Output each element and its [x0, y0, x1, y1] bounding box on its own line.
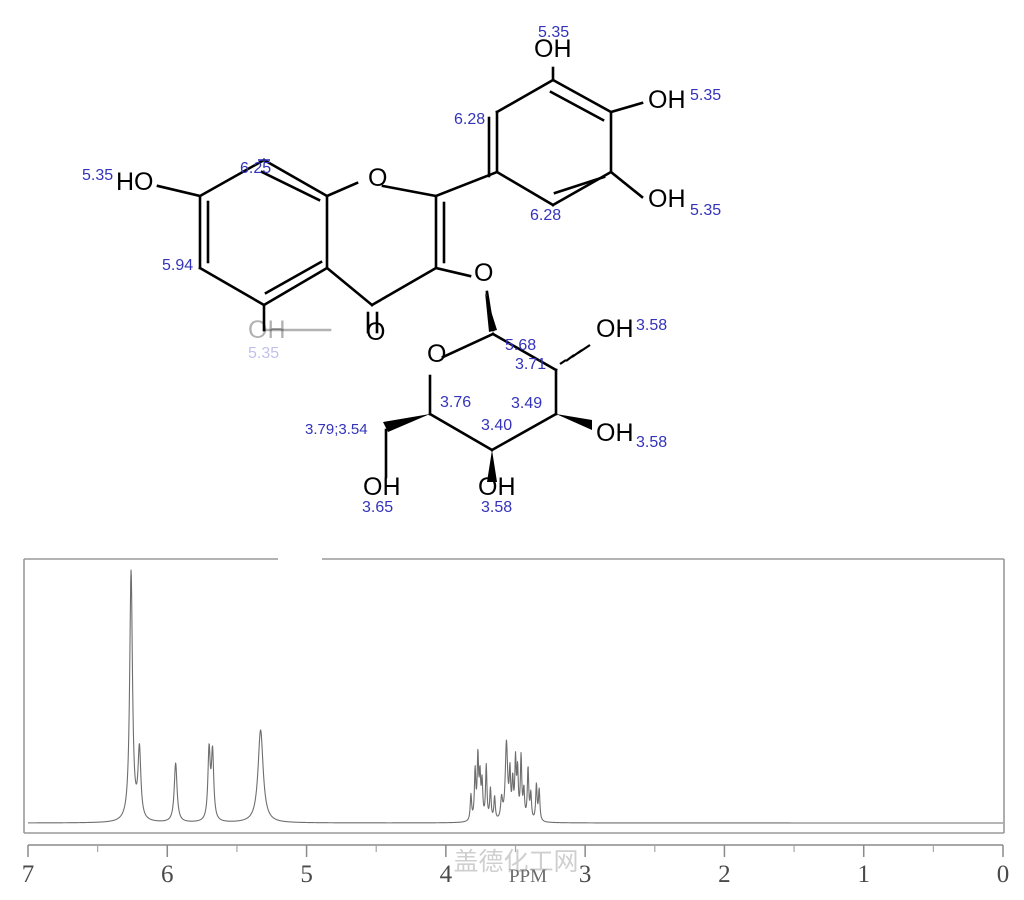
shift-label-shift-oh-4prime: 5.35	[538, 24, 569, 41]
ppm-axis: 7 6 5 4 3 2 1 0	[22, 844, 1010, 888]
axis-tick-label: 4	[440, 861, 453, 888]
shift-label-shift-oh-5: 5.35	[248, 345, 279, 362]
shift-label-shift-oh-5prime: 5.35	[690, 202, 721, 219]
pyranose-sugar-ring	[383, 332, 592, 482]
shift-label-shift-h6prime: 6.28	[530, 207, 561, 224]
atom-label-oh-b5prime: OH	[648, 185, 686, 213]
atom-label-oh-a5-faded: OH	[248, 316, 286, 344]
spectrum-trace-path	[27, 569, 1004, 824]
atom-label-oh-sugar-c4: OH	[478, 473, 516, 501]
shift-label-shift-sugar-h4: 3.40	[481, 417, 512, 434]
shift-label-shift-sugar-h6ab: 3.79;3.54	[305, 421, 368, 438]
axis-tick-label: 6	[161, 861, 174, 888]
atom-label-o-glycosidic: O	[474, 259, 493, 287]
atom-label-ho-a-ring: HO	[116, 168, 154, 196]
axis-tick-label: 5	[300, 861, 313, 888]
atom-label-layer: HO O O OH OH OH OH O O OH OH OH OH	[116, 35, 686, 501]
nmr-spectrum: 7 6 5 4 3 2 1 0 盖德化工网 PPM	[22, 558, 1010, 888]
atom-label-o-sugar-ring: O	[427, 340, 446, 368]
axis-ticks	[27, 845, 1004, 857]
hash-bond-c2-oh	[559, 344, 591, 365]
axis-label-ppm: PPM	[509, 866, 547, 887]
shift-label-shift-sugar-h3: 3.49	[511, 395, 542, 412]
shift-label-shift-oh-3prime: 5.35	[690, 87, 721, 104]
shift-label-shift-h2prime: 6.28	[454, 111, 485, 128]
atom-label-o-pyran: O	[368, 164, 387, 192]
atom-label-oh-sugar-c6: OH	[363, 473, 401, 501]
wedge-bond-c3-oh	[556, 414, 592, 430]
watermark: 盖德化工网	[453, 848, 578, 876]
spectrum-trace	[27, 569, 1004, 824]
shift-label-shift-oh-sugar-c4: 3.58	[481, 499, 512, 516]
spectrum-frame	[23, 558, 1005, 834]
wedge-bond-c4-oh	[487, 450, 497, 482]
atom-label-oh-b3prime: OH	[648, 86, 686, 114]
wedge-bond-c6	[383, 414, 430, 432]
atom-label-o-ketone: O	[366, 318, 385, 346]
axis-tick-label: 1	[857, 861, 870, 888]
wedge-bond-glycosidic	[485, 292, 497, 332]
axis-tick-label: 7	[22, 861, 35, 888]
shift-label-shift-sugar-h1: 5.68	[505, 337, 536, 354]
shift-label-layer: 5.35 6.25 5.94 5.35 5.35 5.35 5.35 6.28 6.28 5.68…	[82, 24, 721, 516]
b-ring-trihydroxyphenyl	[434, 66, 644, 207]
shift-label-shift-sugar-h5: 3.76	[440, 394, 471, 411]
atom-label-oh-b4prime-top: OH	[534, 35, 572, 63]
axis-tick-label: 3	[579, 861, 592, 888]
shift-label-shift-oh-sugar-c2: 3.58	[636, 317, 667, 334]
axis-tick-label: 2	[718, 861, 731, 888]
shift-label-shift-oh-sugar-c3: 3.58	[636, 434, 667, 451]
atom-label-oh-sugar-c2: OH	[596, 315, 634, 343]
shift-label-shift-h8: 6.25	[240, 160, 271, 177]
shift-label-shift-sugar-h2: 3.71	[515, 356, 546, 373]
pyranone-ring	[325, 181, 446, 334]
a-ring-benzene	[156, 158, 329, 332]
atom-label-oh-sugar-c3: OH	[596, 419, 634, 447]
shift-label-shift-oh-sugar-c6: 3.65	[362, 499, 393, 516]
shift-label-shift-h6: 5.94	[162, 257, 193, 274]
glycosidic-linkage	[434, 266, 497, 332]
axis-tick-label: 0	[997, 861, 1010, 888]
axis-tick-labels: 7 6 5 4 3 2 1 0	[22, 861, 1010, 888]
shift-label-shift-ho-7: 5.35	[82, 167, 113, 184]
